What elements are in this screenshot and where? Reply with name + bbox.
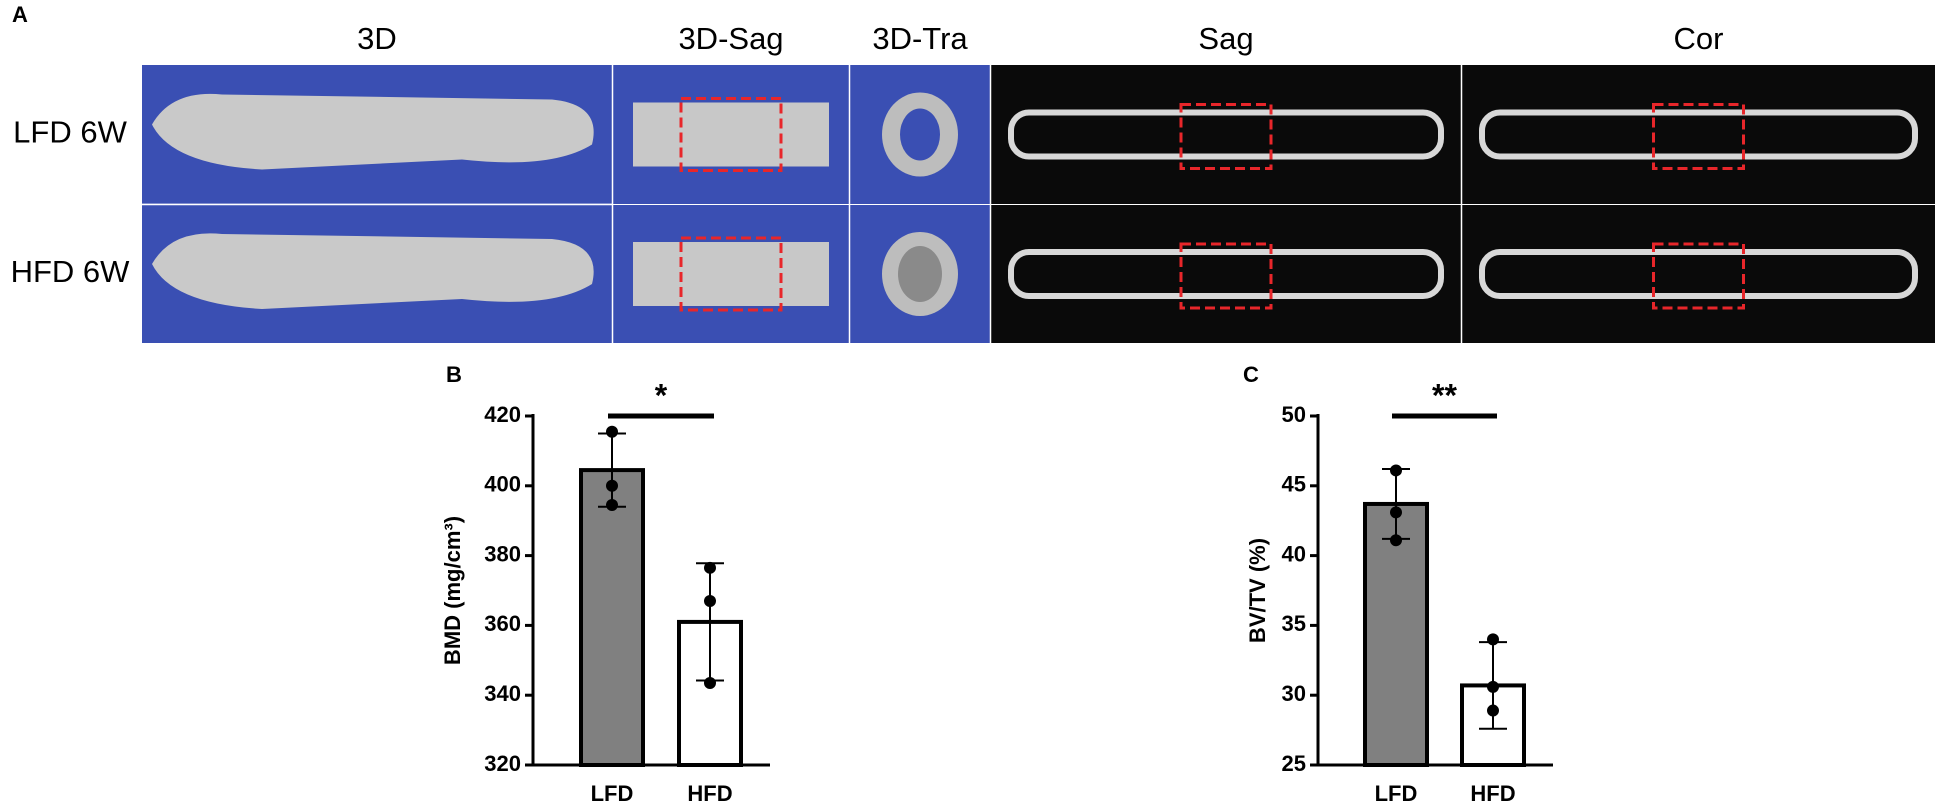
bone: [152, 93, 594, 170]
image-tile: [991, 65, 1461, 204]
y-axis-label: BV/TV (%): [1245, 538, 1270, 643]
bone: [633, 102, 829, 167]
image-tile: [1462, 205, 1935, 343]
y-tick-label: 25: [1282, 751, 1306, 776]
data-point: [606, 479, 618, 492]
y-tick-label: 35: [1282, 611, 1306, 636]
roi-box: [1652, 103, 1745, 170]
panel-label: A: [12, 2, 28, 27]
data-point: [704, 676, 716, 689]
roi-box: [1179, 103, 1273, 170]
panel-label: C: [1243, 362, 1259, 387]
panel-label: B: [446, 362, 462, 387]
image-tile: [1462, 65, 1935, 204]
roi-box: [1179, 242, 1273, 310]
bone-marrow: [900, 108, 940, 161]
bar: [677, 619, 743, 767]
bone: [1479, 109, 1918, 160]
y-tick-label: 400: [484, 472, 521, 497]
bone: [1008, 109, 1444, 160]
y-tick-label: 380: [484, 541, 521, 566]
x-tick-label: LFD: [591, 781, 634, 806]
data-point: [1487, 633, 1499, 646]
roi-box: [679, 97, 783, 172]
column-title: 3D: [357, 21, 397, 56]
roi-box: [679, 236, 783, 312]
y-tick-label: 320: [484, 751, 521, 776]
column-title: 3D-Sag: [678, 21, 783, 56]
charts: 320 340 360 380 400 420 BMD (mg/cm³) LFD HFD * 25 3…: [440, 377, 1553, 806]
axis: [531, 414, 770, 767]
column-title: Sag: [1198, 21, 1253, 56]
data-point: [704, 561, 716, 574]
y-tick-label: 420: [484, 402, 521, 427]
bar: [579, 468, 645, 767]
significance-label: *: [655, 377, 668, 413]
bone: [152, 233, 594, 309]
data-point: [1390, 464, 1402, 477]
x-tick-label: LFD: [1375, 781, 1418, 806]
y-tick-label: 30: [1282, 681, 1306, 706]
row-label: HFD 6W: [11, 254, 131, 289]
roi-box: [1652, 242, 1745, 310]
image-panel: 3D 3D-Sag 3D-Tra Sag Cor LFD 6W HFD 6W: [11, 21, 1935, 343]
column-title: Cor: [1674, 21, 1724, 56]
y-axis-label: BMD (mg/cm³): [440, 516, 465, 665]
x-tick-label: HFD: [687, 781, 732, 806]
row-label: LFD 6W: [13, 115, 127, 150]
y-tick-label: 340: [484, 681, 521, 706]
y-tick-label: 40: [1282, 541, 1306, 566]
bone: [1479, 249, 1918, 299]
axis: [1316, 414, 1553, 767]
column-title: 3D-Tra: [872, 21, 968, 56]
significance-label: **: [1432, 377, 1457, 413]
data-point: [1487, 704, 1499, 717]
y-tick-label: 360: [484, 611, 521, 636]
data-point: [1390, 506, 1402, 519]
y-tick-label: 45: [1282, 472, 1306, 497]
bone: [633, 242, 829, 306]
data-point: [606, 498, 618, 511]
bone-marrow: [898, 246, 942, 302]
y-tick-label: 50: [1282, 402, 1306, 427]
bone: [1008, 249, 1444, 299]
image-tile: [991, 205, 1461, 343]
data-point: [1487, 680, 1499, 693]
data-point: [1390, 534, 1402, 547]
data-point: [606, 425, 618, 438]
x-tick-label: HFD: [1470, 781, 1515, 806]
data-point: [704, 594, 716, 607]
